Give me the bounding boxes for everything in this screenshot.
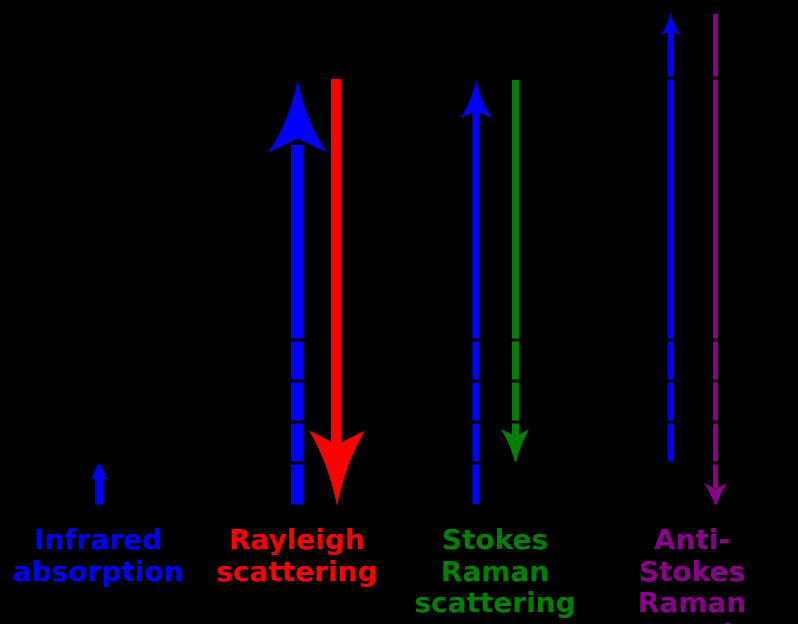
- rayleigh-up-shaft: [291, 145, 303, 505]
- rayleigh-up-head-icon: [268, 80, 327, 153]
- energy-level-lines: [50, 11, 760, 508]
- stokes-up-arrow: [460, 79, 492, 504]
- rayleigh-down-head-icon: [309, 430, 365, 506]
- rayleigh-up-arrow: [268, 80, 327, 505]
- ground-level-line: [50, 504, 750, 508]
- virtual-level-1-line-right: [640, 76, 760, 80]
- anti-stokes-down-head-icon: [704, 483, 727, 508]
- rayleigh-scattering-label: Rayleigh scattering: [216, 523, 378, 588]
- anti-stokes-raman-scattering-label: Anti-Stokes Raman scattering: [611, 523, 772, 624]
- vibrational-level-2-line: [50, 420, 750, 424]
- anti-stokes-up-head-icon: [661, 12, 680, 36]
- stokes-down-shaft: [512, 80, 519, 440]
- stokes-raman-scattering-label: Stokes Raman scattering: [414, 523, 576, 619]
- stokes-down-head-icon: [501, 429, 529, 465]
- virtual-level-2-line: [50, 11, 640, 15]
- anti-stokes-down-shaft: [713, 14, 718, 488]
- anti-stokes-down-arrow: [704, 14, 727, 508]
- infrared-absorption-label: Infrared absorption: [12, 523, 184, 588]
- rayleigh-down-shaft: [331, 79, 341, 449]
- vibrational-level-4-line: [50, 338, 750, 342]
- virtual-level-1-line-left: [50, 76, 560, 80]
- infrared-arrow-shaft: [95, 476, 103, 507]
- vibrational-level-3-line: [50, 379, 750, 383]
- anti-stokes-up-shaft: [668, 26, 673, 462]
- anti-stokes-up-arrow: [661, 12, 680, 462]
- stokes-up-shaft: [472, 100, 480, 504]
- stokes-up-head-icon: [460, 79, 492, 118]
- stokes-down-arrow: [501, 80, 529, 465]
- infrared-arrow-head-up-icon: [90, 461, 108, 480]
- infrared-absorption-arrow: [90, 461, 108, 507]
- rayleigh-down-arrow: [309, 79, 365, 506]
- vibrational-level-1-line: [50, 461, 750, 465]
